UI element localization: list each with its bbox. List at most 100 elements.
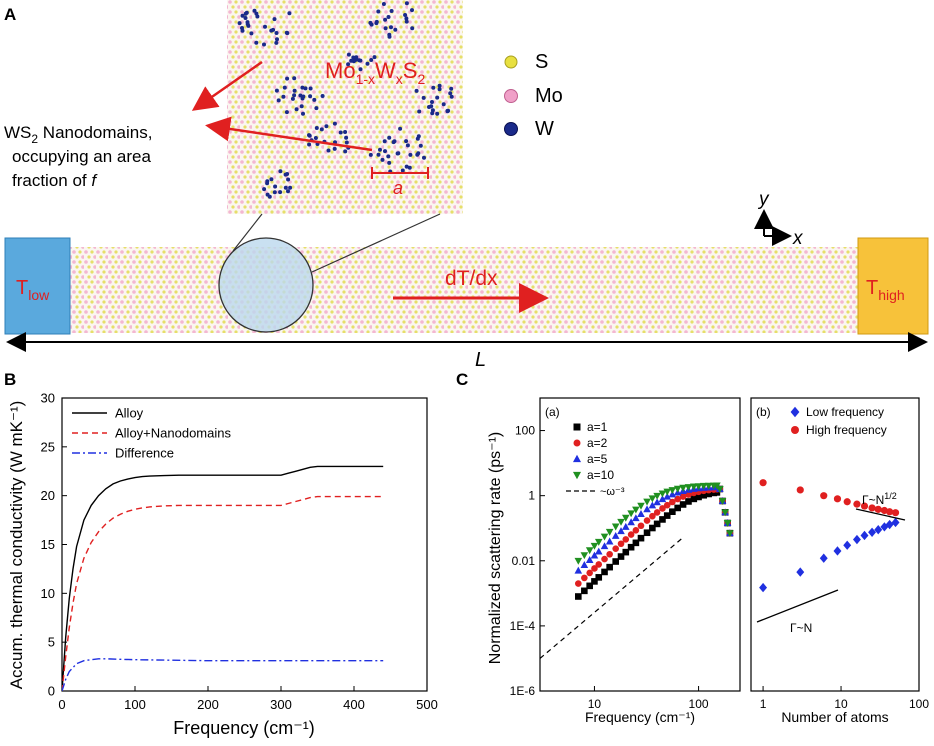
tungsten-atom [417,109,422,114]
data-point-0 [622,548,630,556]
nanodomain-text-1: WS2 Nanodomains, [4,123,152,146]
tungsten-atom [346,62,351,67]
tungsten-atom [369,58,374,62]
data-point-1 [663,501,671,509]
legend-label-1: a=2 [587,436,608,450]
data-point-0 [659,516,666,523]
data-point-1 [659,505,666,512]
tungsten-atom [389,9,394,13]
y-tick-label: 0 [48,684,55,699]
x-tick-label: 10 [834,697,848,711]
tungsten-atom [358,58,363,63]
data-point-1 [622,536,630,543]
t-high-label: Thigh [866,277,905,303]
data-point-1 [595,561,603,568]
data-point-3 [600,533,609,541]
tungsten-atom [430,100,434,104]
data-point-1 [591,565,598,572]
tungsten-atom [353,58,358,63]
tungsten-atom [430,111,435,116]
chart-b-frame [61,397,428,692]
data-point-0 [591,578,598,585]
y-tick-label: 25 [41,439,55,454]
legend-marker-0 [573,423,581,431]
data-point-3 [605,528,614,536]
tungsten-atom [307,142,312,147]
data-point-3 [723,520,732,527]
legend-label-2: a=5 [587,452,608,466]
tungsten-atom [404,19,409,24]
data-point-1 [649,512,656,520]
data-point-3 [694,483,703,491]
data-point-1 [617,540,625,548]
chart-ca-ylabel: Normalized scattering rate (ps⁻¹) [487,432,504,665]
data-point-0 [700,491,707,499]
data-point-2 [643,505,651,513]
tungsten-atom [415,136,420,141]
legend-marker-2 [572,454,582,463]
data-point-0 [705,490,712,498]
tungsten-atom [288,185,293,190]
tungsten-atom [292,76,297,81]
data-point-0 [649,524,656,532]
data-point-2 [621,522,630,530]
data-point-2 [600,542,609,550]
tungsten-atom [308,86,313,91]
tungsten-atom [400,168,405,173]
chart-cb-xlabel: Number of atoms [781,709,888,725]
data-point-0 [819,553,828,563]
tungsten-atom [448,91,453,96]
chart-ca-subtitle: (a) [545,405,560,419]
data-point-3 [684,484,693,491]
tungsten-atom [387,160,392,165]
legend-label-guide: ~ω⁻³ [600,486,625,498]
tungsten-atom [429,104,434,109]
data-point-3 [574,557,583,565]
y-tick-label: 5 [48,635,55,650]
tungsten-atom [314,126,319,130]
data-point-3 [637,502,645,510]
tungsten-atom [299,104,304,109]
tungsten-atom [287,11,292,16]
tungsten-atom [314,106,319,111]
data-point-0 [674,504,681,512]
tungsten-atom [274,88,279,93]
tungsten-atom [262,187,267,192]
nanodomain-annotation: WS2 Nanodomains, occupying an area fract… [4,60,373,190]
legend-w: W [535,118,554,140]
tungsten-atom [416,151,421,156]
data-point-2 [594,547,603,555]
tungsten-atom [404,139,409,144]
data-point-3 [594,538,603,546]
tungsten-atom [292,88,297,93]
tungsten-atom [273,184,278,189]
data-point-3 [590,542,599,550]
tungsten-atom [252,8,257,13]
data-point-0 [860,530,869,541]
tungsten-atom [283,185,288,190]
data-point-2 [663,492,672,500]
x-tick-label: 200 [197,697,219,712]
tungsten-atom [404,1,409,6]
x-tick-label: 10 [588,697,602,711]
data-point-3 [673,485,682,493]
domain-size-label: a [393,178,403,198]
y-tick-label: 0.01 [512,554,536,568]
data-point-2 [580,561,589,568]
data-point-1 [853,500,861,508]
legend-label-1: High frequency [806,423,887,437]
tungsten-atom [430,108,435,113]
legend-s: S [535,51,548,73]
data-point-2 [590,551,599,559]
lattice-inset: Mo1-xWxS2 a [227,0,463,214]
data-point-3 [679,484,687,492]
alloy-formula: Mo1-xWxS2 [325,58,425,87]
tungsten-atom [312,97,317,102]
tungsten-atom [372,55,377,60]
chart-cb-legend: Low frequency High frequency [790,405,887,437]
chart-ca-frame [539,397,741,692]
tungsten-atom [368,152,373,157]
legend-label-0: Low frequency [806,405,884,419]
data-point-2 [632,514,640,522]
